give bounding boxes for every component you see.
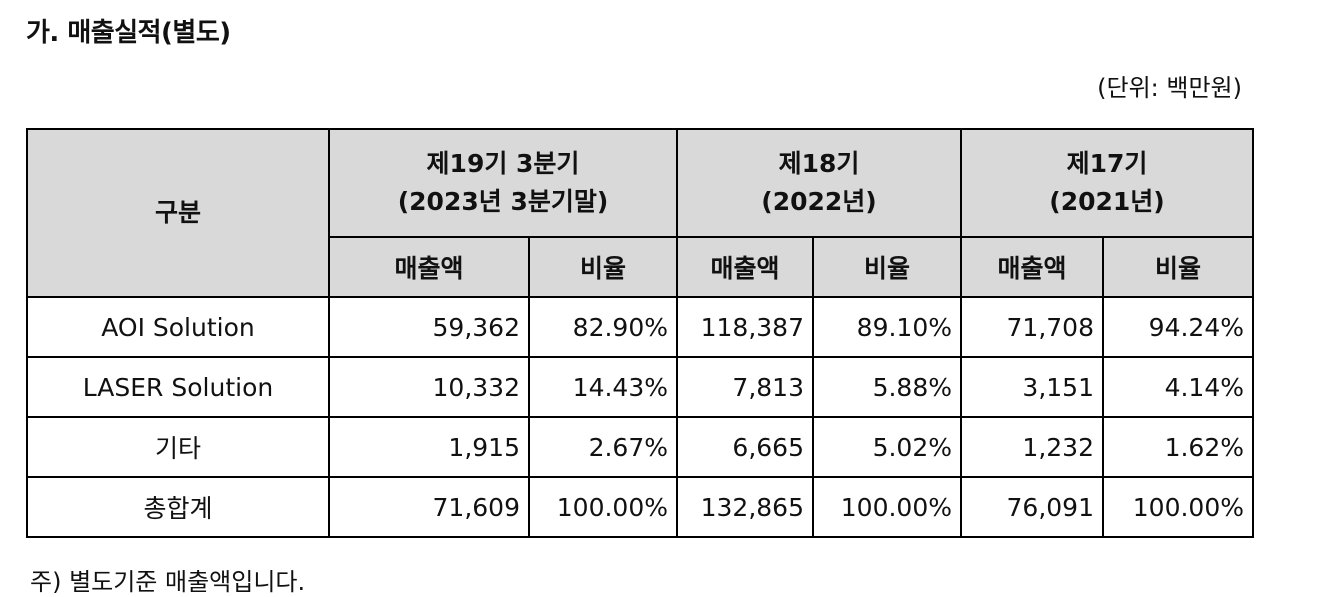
period-label: 제17기 xyxy=(1066,149,1148,178)
ratio-cell: 1.62% xyxy=(1102,416,1254,478)
footnote: 주) 별도기준 매출액입니다. xyxy=(30,568,306,596)
category-header: 구분 xyxy=(26,128,330,298)
sales-amount-cell: 6,665 xyxy=(676,416,814,478)
period-date: (2022년) xyxy=(761,187,877,216)
table-row: AOI Solution 59,362 82.90% 118,387 89.10… xyxy=(26,296,1254,358)
period-date: (2023년 3분기말) xyxy=(397,187,609,216)
section-title: 가. 매출실적(별도) xyxy=(26,18,231,48)
sales-amount-header: 매출액 xyxy=(676,236,814,298)
sales-amount-cell: 71,708 xyxy=(960,296,1104,358)
row-category: LASER Solution xyxy=(26,356,330,418)
period-header: 제18기 (2022년) xyxy=(676,128,962,238)
sales-amount-header: 매출액 xyxy=(960,236,1104,298)
ratio-cell: 4.14% xyxy=(1102,356,1254,418)
ratio-cell: 5.02% xyxy=(812,416,962,478)
sales-amount-cell: 7,813 xyxy=(676,356,814,418)
ratio-cell: 100.00% xyxy=(528,476,678,538)
ratio-header: 비율 xyxy=(528,236,678,298)
ratio-cell: 14.43% xyxy=(528,356,678,418)
sales-amount-cell: 71,609 xyxy=(328,476,530,538)
row-category: 총합계 xyxy=(26,476,330,538)
ratio-header: 비율 xyxy=(812,236,962,298)
period-label: 제19기 3분기 xyxy=(426,149,580,178)
ratio-cell: 89.10% xyxy=(812,296,962,358)
sales-amount-header: 매출액 xyxy=(328,236,530,298)
table-row-total: 총합계 71,609 100.00% 132,865 100.00% 76,09… xyxy=(26,476,1254,538)
sales-amount-cell: 1,915 xyxy=(328,416,530,478)
row-category: AOI Solution xyxy=(26,296,330,358)
period-date: (2021년) xyxy=(1049,187,1165,216)
sales-amount-cell: 59,362 xyxy=(328,296,530,358)
ratio-cell: 100.00% xyxy=(812,476,962,538)
unit-note: (단위: 백만원) xyxy=(1097,74,1242,102)
header-row-metrics: 매출액 비율 매출액 비율 매출액 비율 xyxy=(27,236,1254,298)
ratio-cell: 2.67% xyxy=(528,416,678,478)
period-header: 제17기 (2021년) xyxy=(960,128,1254,238)
sales-table: 구분 제19기 3분기 (2023년 3분기말) 제18기 (2022년) 제1… xyxy=(26,128,1254,538)
sales-amount-cell: 10,332 xyxy=(328,356,530,418)
ratio-cell: 94.24% xyxy=(1102,296,1254,358)
sales-amount-cell: 76,091 xyxy=(960,476,1104,538)
sales-amount-cell: 3,151 xyxy=(960,356,1104,418)
period-label: 제18기 xyxy=(778,149,860,178)
header-row-periods: 구분 제19기 3분기 (2023년 3분기말) 제18기 (2022년) 제1… xyxy=(26,128,1254,298)
table-row: 기타 1,915 2.67% 6,665 5.02% 1,232 1.62% xyxy=(26,416,1254,478)
period-header: 제19기 3분기 (2023년 3분기말) xyxy=(328,128,678,238)
sales-amount-cell: 132,865 xyxy=(676,476,814,538)
sales-amount-cell: 118,387 xyxy=(676,296,814,358)
row-category: 기타 xyxy=(26,416,330,478)
ratio-cell: 82.90% xyxy=(528,296,678,358)
ratio-cell: 5.88% xyxy=(812,356,962,418)
ratio-header: 비율 xyxy=(1102,236,1254,298)
sales-amount-cell: 1,232 xyxy=(960,416,1104,478)
table-row: LASER Solution 10,332 14.43% 7,813 5.88%… xyxy=(26,356,1254,418)
ratio-cell: 100.00% xyxy=(1102,476,1254,538)
